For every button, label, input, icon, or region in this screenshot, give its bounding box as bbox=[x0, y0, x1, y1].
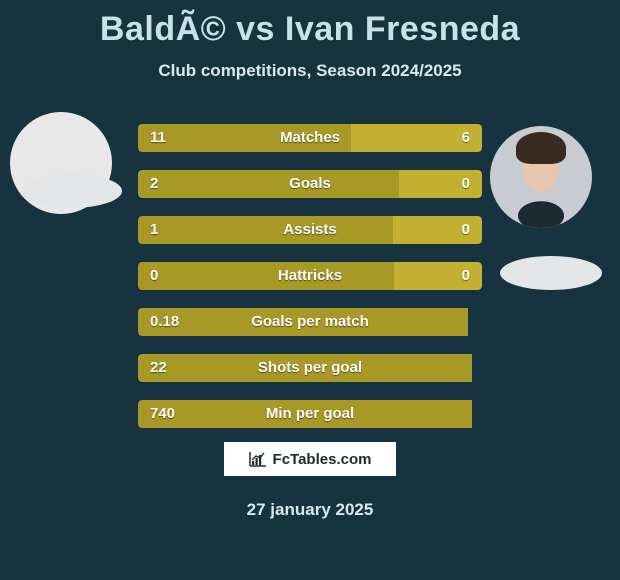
stat-label: Assists bbox=[138, 216, 482, 244]
stat-label: Shots per goal bbox=[138, 354, 482, 382]
logo-text: FcTables.com bbox=[273, 451, 372, 468]
chart-icon bbox=[249, 451, 267, 467]
player-right-badge bbox=[500, 256, 602, 290]
stat-row: 22Shots per goal bbox=[138, 354, 482, 382]
player-left-badge bbox=[20, 174, 122, 208]
fctables-logo[interactable]: FcTables.com bbox=[224, 442, 396, 476]
stat-row: 10Assists bbox=[138, 216, 482, 244]
stat-label: Hattricks bbox=[138, 262, 482, 290]
subtitle: Club competitions, Season 2024/2025 bbox=[0, 61, 620, 81]
stats-rows: 116Matches 20Goals 10Assists 00Hattricks 0.1… bbox=[138, 124, 482, 446]
stat-row: 20Goals bbox=[138, 170, 482, 198]
stat-row: 116Matches bbox=[138, 124, 482, 152]
player-right-avatar bbox=[490, 126, 592, 228]
stat-row: 0.18Goals per match bbox=[138, 308, 482, 336]
stat-row: 00Hattricks bbox=[138, 262, 482, 290]
avatar-hair-placeholder bbox=[516, 132, 566, 164]
page-title: BaldÃ© vs Ivan Fresneda bbox=[0, 0, 620, 49]
stat-label: Matches bbox=[138, 124, 482, 152]
stat-row: 740Min per goal bbox=[138, 400, 482, 428]
stat-label: Goals bbox=[138, 170, 482, 198]
stat-label: Min per goal bbox=[138, 400, 482, 428]
stat-label: Goals per match bbox=[138, 308, 482, 336]
date-text: 27 january 2025 bbox=[0, 500, 620, 520]
